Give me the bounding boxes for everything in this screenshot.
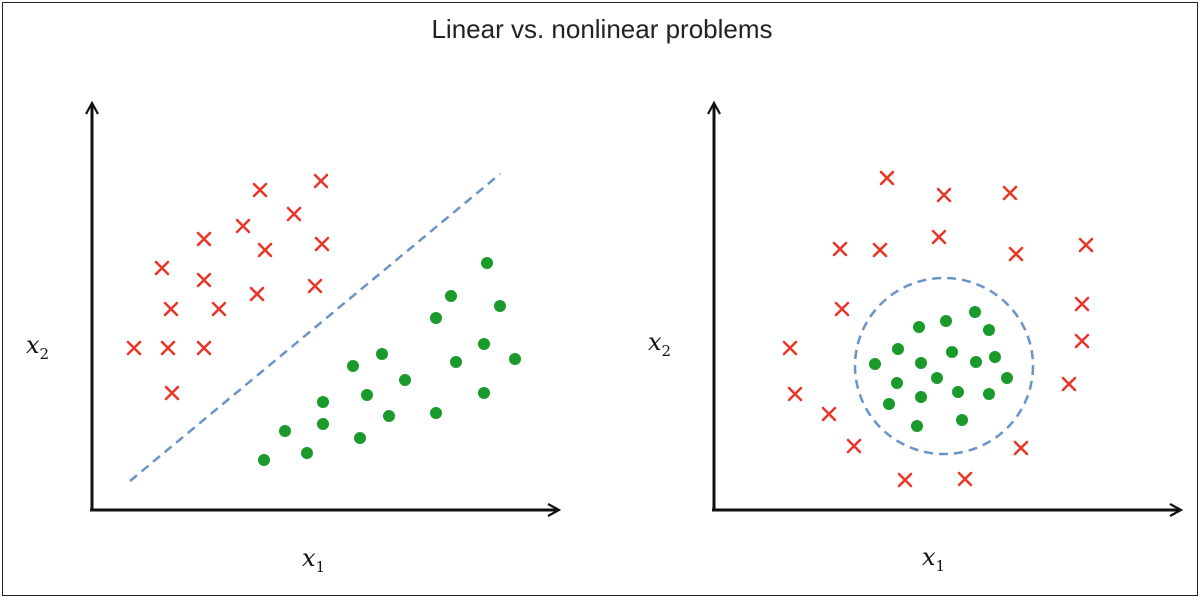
- cross-point: [163, 301, 179, 317]
- cross-point: [782, 340, 798, 356]
- cross-point: [832, 241, 848, 257]
- dot-point: [445, 290, 457, 302]
- cross-point: [957, 471, 973, 487]
- dot-point: [911, 420, 923, 432]
- dot-point: [983, 388, 995, 400]
- dot-point: [969, 306, 981, 318]
- nonlinear-dot-points: [869, 306, 1013, 432]
- cross-point: [307, 278, 323, 294]
- cross-point: [897, 472, 913, 488]
- dot-point: [317, 418, 329, 430]
- dot-point: [478, 338, 490, 350]
- cross-point: [787, 386, 803, 402]
- cross-point: [211, 301, 227, 317]
- cross-point: [879, 170, 895, 186]
- linear-decision-boundary: [129, 173, 501, 482]
- figure-border: [2, 2, 1198, 596]
- cross-point: [1008, 246, 1024, 262]
- cross-point: [834, 301, 850, 317]
- linear-panel: x2 x1: [26, 104, 558, 576]
- cross-point: [1074, 333, 1090, 349]
- cross-point: [821, 406, 837, 422]
- cross-point: [252, 182, 268, 198]
- cross-point: [257, 242, 273, 258]
- dot-point: [952, 386, 964, 398]
- dot-point: [956, 414, 968, 426]
- dot-point: [883, 398, 895, 410]
- cross-point: [286, 206, 302, 222]
- dot-point: [494, 300, 506, 312]
- dot-point: [970, 356, 982, 368]
- dot-point: [989, 351, 1001, 363]
- cross-point: [936, 187, 952, 203]
- dot-point: [478, 387, 490, 399]
- linear-y-axis-label: x2: [26, 331, 49, 363]
- cross-point: [1013, 440, 1029, 456]
- cross-point: [154, 260, 170, 276]
- nonlinear-y-axis-label: x2: [648, 328, 671, 360]
- dot-point: [354, 432, 366, 444]
- cross-point: [249, 286, 265, 302]
- cross-point: [196, 272, 212, 288]
- cross-point: [1074, 296, 1090, 312]
- dot-point: [913, 321, 925, 333]
- dot-point: [376, 348, 388, 360]
- nonlinear-x-axis-label: x1: [922, 543, 945, 575]
- cross-point: [846, 438, 862, 454]
- dot-point: [892, 343, 904, 355]
- cross-point: [235, 218, 251, 234]
- dot-point: [931, 372, 943, 384]
- dot-point: [983, 324, 995, 336]
- dot-point: [481, 257, 493, 269]
- linear-cross-points: [126, 173, 330, 401]
- dot-point: [399, 374, 411, 386]
- linear-x-axis-label: x1: [302, 544, 325, 576]
- dot-point: [1001, 372, 1013, 384]
- nonlinear-decision-boundary: [853, 276, 1035, 456]
- dot-point: [915, 357, 927, 369]
- dot-point: [891, 377, 903, 389]
- dot-point: [317, 396, 329, 408]
- linear-dot-points: [258, 257, 521, 466]
- cross-point: [196, 340, 212, 356]
- dot-point: [301, 447, 313, 459]
- dot-point: [946, 346, 958, 358]
- dot-point: [258, 454, 270, 466]
- cross-point: [313, 173, 329, 189]
- cross-point: [196, 231, 212, 247]
- dot-point: [430, 407, 442, 419]
- nonlinear-cross-points: [782, 170, 1094, 488]
- dot-point: [347, 360, 359, 372]
- cross-point: [1078, 237, 1094, 253]
- dot-point: [430, 312, 442, 324]
- dot-point: [279, 425, 291, 437]
- dot-point: [450, 356, 462, 368]
- cross-point: [314, 236, 330, 252]
- cross-point: [126, 340, 142, 356]
- cross-point: [164, 385, 180, 401]
- dot-point: [940, 315, 952, 327]
- dot-point: [361, 389, 373, 401]
- figure-title: Linear vs. nonlinear problems: [431, 14, 773, 44]
- cross-point: [160, 340, 176, 356]
- nonlinear-panel: x2 x1: [648, 104, 1180, 575]
- cross-point: [1002, 185, 1018, 201]
- cross-point: [872, 242, 888, 258]
- dot-point: [915, 391, 927, 403]
- dot-point: [383, 410, 395, 422]
- dot-point: [869, 358, 881, 370]
- cross-point: [931, 229, 947, 245]
- dot-point: [509, 353, 521, 365]
- cross-point: [1061, 376, 1077, 392]
